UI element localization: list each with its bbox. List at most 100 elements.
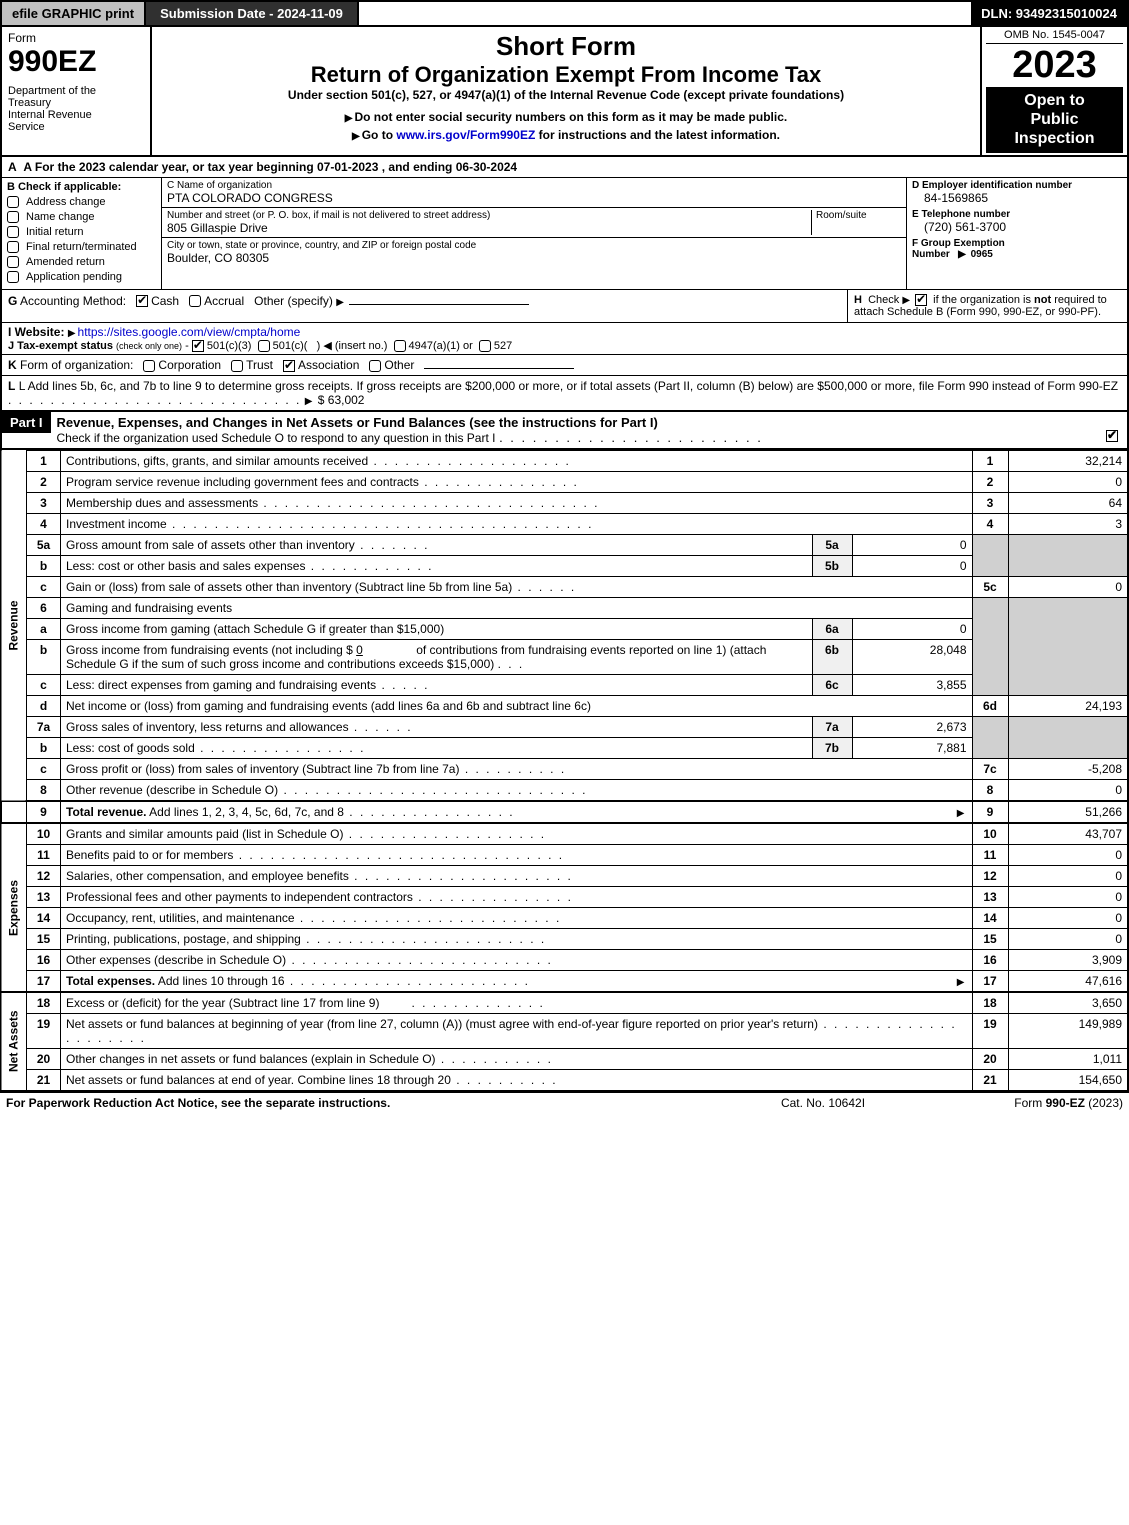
section-b-title: B Check if applicable:	[7, 181, 156, 193]
line-10-rval: 43,707	[1008, 823, 1128, 845]
main-info-block: B Check if applicable: Address change Na…	[0, 178, 1129, 290]
checkbox-schedule-o-used[interactable]	[1106, 430, 1118, 442]
line-5b-desc: Less: cost or other basis and sales expe…	[61, 555, 813, 576]
expenses-side-label: Expenses	[1, 823, 27, 992]
line-7a-desc: Gross sales of inventory, less returns a…	[61, 716, 813, 737]
revenue-side-label: Revenue	[1, 450, 27, 801]
line-5c-rval: 0	[1008, 576, 1128, 597]
dln-label: DLN: 93492315010024	[971, 2, 1127, 25]
line-11-rval: 0	[1008, 844, 1128, 865]
section-h: H Check if the organization is not requi…	[847, 290, 1127, 322]
line-8-rval: 0	[1008, 779, 1128, 801]
line-7c-rval: -5,208	[1008, 758, 1128, 779]
irs-link[interactable]: www.irs.gov/Form990EZ	[396, 128, 535, 142]
checkbox-4947a1[interactable]	[394, 340, 406, 352]
label-application-pending: Application pending	[26, 271, 122, 283]
street-address: 805 Gillaspie Drive	[167, 221, 811, 235]
label-final-return: Final return/terminated	[26, 241, 137, 253]
section-i: I Website: https://sites.google.com/view…	[8, 325, 841, 339]
gross-receipts-amount: $ 63,002	[318, 393, 365, 407]
section-def: D Employer identification number 84-1569…	[907, 178, 1127, 289]
header-right: OMB No. 1545-0047 2023 Open to Public In…	[982, 27, 1127, 155]
line-7b-desc: Less: cost of goods sold . . . . . . . .…	[61, 737, 813, 758]
line-13-desc: Professional fees and other payments to …	[61, 886, 973, 907]
line-7b-subval: 7,881	[852, 737, 972, 758]
phone-label: E Telephone number	[912, 209, 1122, 220]
checkbox-accrual[interactable]	[189, 295, 201, 307]
line-6a-subval: 0	[852, 618, 972, 639]
checkbox-trust[interactable]	[231, 360, 243, 372]
line-7a-subval: 2,673	[852, 716, 972, 737]
line-21-desc: Net assets or fund balances at end of ye…	[61, 1069, 973, 1091]
line-9-desc: Total revenue. Add lines 1, 2, 3, 4, 5c,…	[61, 801, 973, 823]
group-exemption-value: 0965	[971, 249, 993, 260]
inspection-box: Open to Public Inspection	[986, 87, 1123, 153]
line-6c-desc: Less: direct expenses from gaming and fu…	[61, 674, 813, 695]
section-j: J Tax-exempt status (check only one) - 5…	[8, 339, 841, 352]
city-state-zip: Boulder, CO 80305	[167, 251, 901, 265]
line-9-rval: 51,266	[1008, 801, 1128, 823]
checkbox-cash[interactable]	[136, 295, 148, 307]
line-6a-desc: Gross income from gaming (attach Schedul…	[61, 618, 813, 639]
line-10-desc: Grants and similar amounts paid (list in…	[61, 823, 973, 845]
line-1-rval: 32,214	[1008, 450, 1128, 471]
section-g: G Accounting Method: Cash Accrual Other …	[2, 290, 847, 322]
checkbox-name-change[interactable]	[7, 211, 19, 223]
form-number: 990EZ	[8, 45, 144, 79]
short-form-title: Short Form	[158, 31, 974, 62]
checkbox-final-return[interactable]	[7, 241, 19, 253]
line-6-desc: Gaming and fundraising events	[61, 597, 973, 618]
line-2-rval: 0	[1008, 471, 1128, 492]
label-address-change: Address change	[26, 196, 106, 208]
line-14-rval: 0	[1008, 907, 1128, 928]
line-8-desc: Other revenue (describe in Schedule O) .…	[61, 779, 973, 801]
department-label: Department of theTreasuryInternal Revenu…	[8, 85, 144, 133]
line-21-rval: 154,650	[1008, 1069, 1128, 1091]
checkbox-501c3[interactable]	[192, 340, 204, 352]
checkbox-501c-other[interactable]	[258, 340, 270, 352]
label-name-change: Name change	[26, 211, 95, 223]
line-1-rnum: 1	[972, 450, 1008, 471]
paperwork-notice: For Paperwork Reduction Act Notice, see …	[6, 1096, 723, 1110]
line-19-rval: 149,989	[1008, 1013, 1128, 1048]
header-row: Form 990EZ Department of theTreasuryInte…	[0, 27, 1129, 157]
section-k: K Form of organization: Corporation Trus…	[0, 355, 1129, 376]
phone-value: (720) 561-3700	[912, 220, 1122, 234]
checkbox-schedule-b-not-required[interactable]	[915, 294, 927, 306]
org-name: PTA COLORADO CONGRESS	[167, 191, 901, 205]
checkbox-527[interactable]	[479, 340, 491, 352]
goto-note: Go to www.irs.gov/Form990EZ for instruct…	[158, 128, 974, 142]
label-amended-return: Amended return	[26, 256, 105, 268]
line-5a-desc: Gross amount from sale of assets other t…	[61, 534, 813, 555]
line-12-rval: 0	[1008, 865, 1128, 886]
checkbox-amended-return[interactable]	[7, 256, 19, 268]
label-initial-return: Initial return	[26, 226, 83, 238]
website-link[interactable]: https://sites.google.com/view/cmpta/home	[78, 325, 301, 339]
form-word: Form	[8, 31, 144, 45]
line-4-rval: 3	[1008, 513, 1128, 534]
line-19-desc: Net assets or fund balances at beginning…	[61, 1013, 973, 1048]
part-1-title: Revenue, Expenses, and Changes in Net As…	[57, 415, 658, 430]
group-exemption-label: F Group ExemptionNumber 0965	[912, 238, 1122, 260]
no-ssn-note: Do not enter social security numbers on …	[158, 110, 974, 124]
line-17-rval: 47,616	[1008, 970, 1128, 992]
checkbox-application-pending[interactable]	[7, 271, 19, 283]
line-num-1: 1	[27, 450, 61, 471]
checkbox-other-org[interactable]	[369, 360, 381, 372]
checkbox-corporation[interactable]	[143, 360, 155, 372]
checkbox-initial-return[interactable]	[7, 226, 19, 238]
form-ref: Form 990-EZ (2023)	[923, 1096, 1123, 1110]
line-3-rval: 64	[1008, 492, 1128, 513]
line-16-desc: Other expenses (describe in Schedule O) …	[61, 949, 973, 970]
line-5a-subval: 0	[852, 534, 972, 555]
checkbox-address-change[interactable]	[7, 196, 19, 208]
line-5c-desc: Gain or (loss) from sale of assets other…	[61, 576, 973, 597]
room-suite-label: Room/suite	[816, 210, 901, 221]
efile-print-label[interactable]: efile GRAPHIC print	[2, 2, 146, 25]
checkbox-association[interactable]	[283, 360, 295, 372]
footer: For Paperwork Reduction Act Notice, see …	[0, 1092, 1129, 1113]
line-14-desc: Occupancy, rent, utilities, and maintena…	[61, 907, 973, 928]
tax-year: 2023	[986, 44, 1123, 87]
row-a-tax-year: A A For the 2023 calendar year, or tax y…	[0, 157, 1129, 178]
line-11-desc: Benefits paid to or for members . . . . …	[61, 844, 973, 865]
